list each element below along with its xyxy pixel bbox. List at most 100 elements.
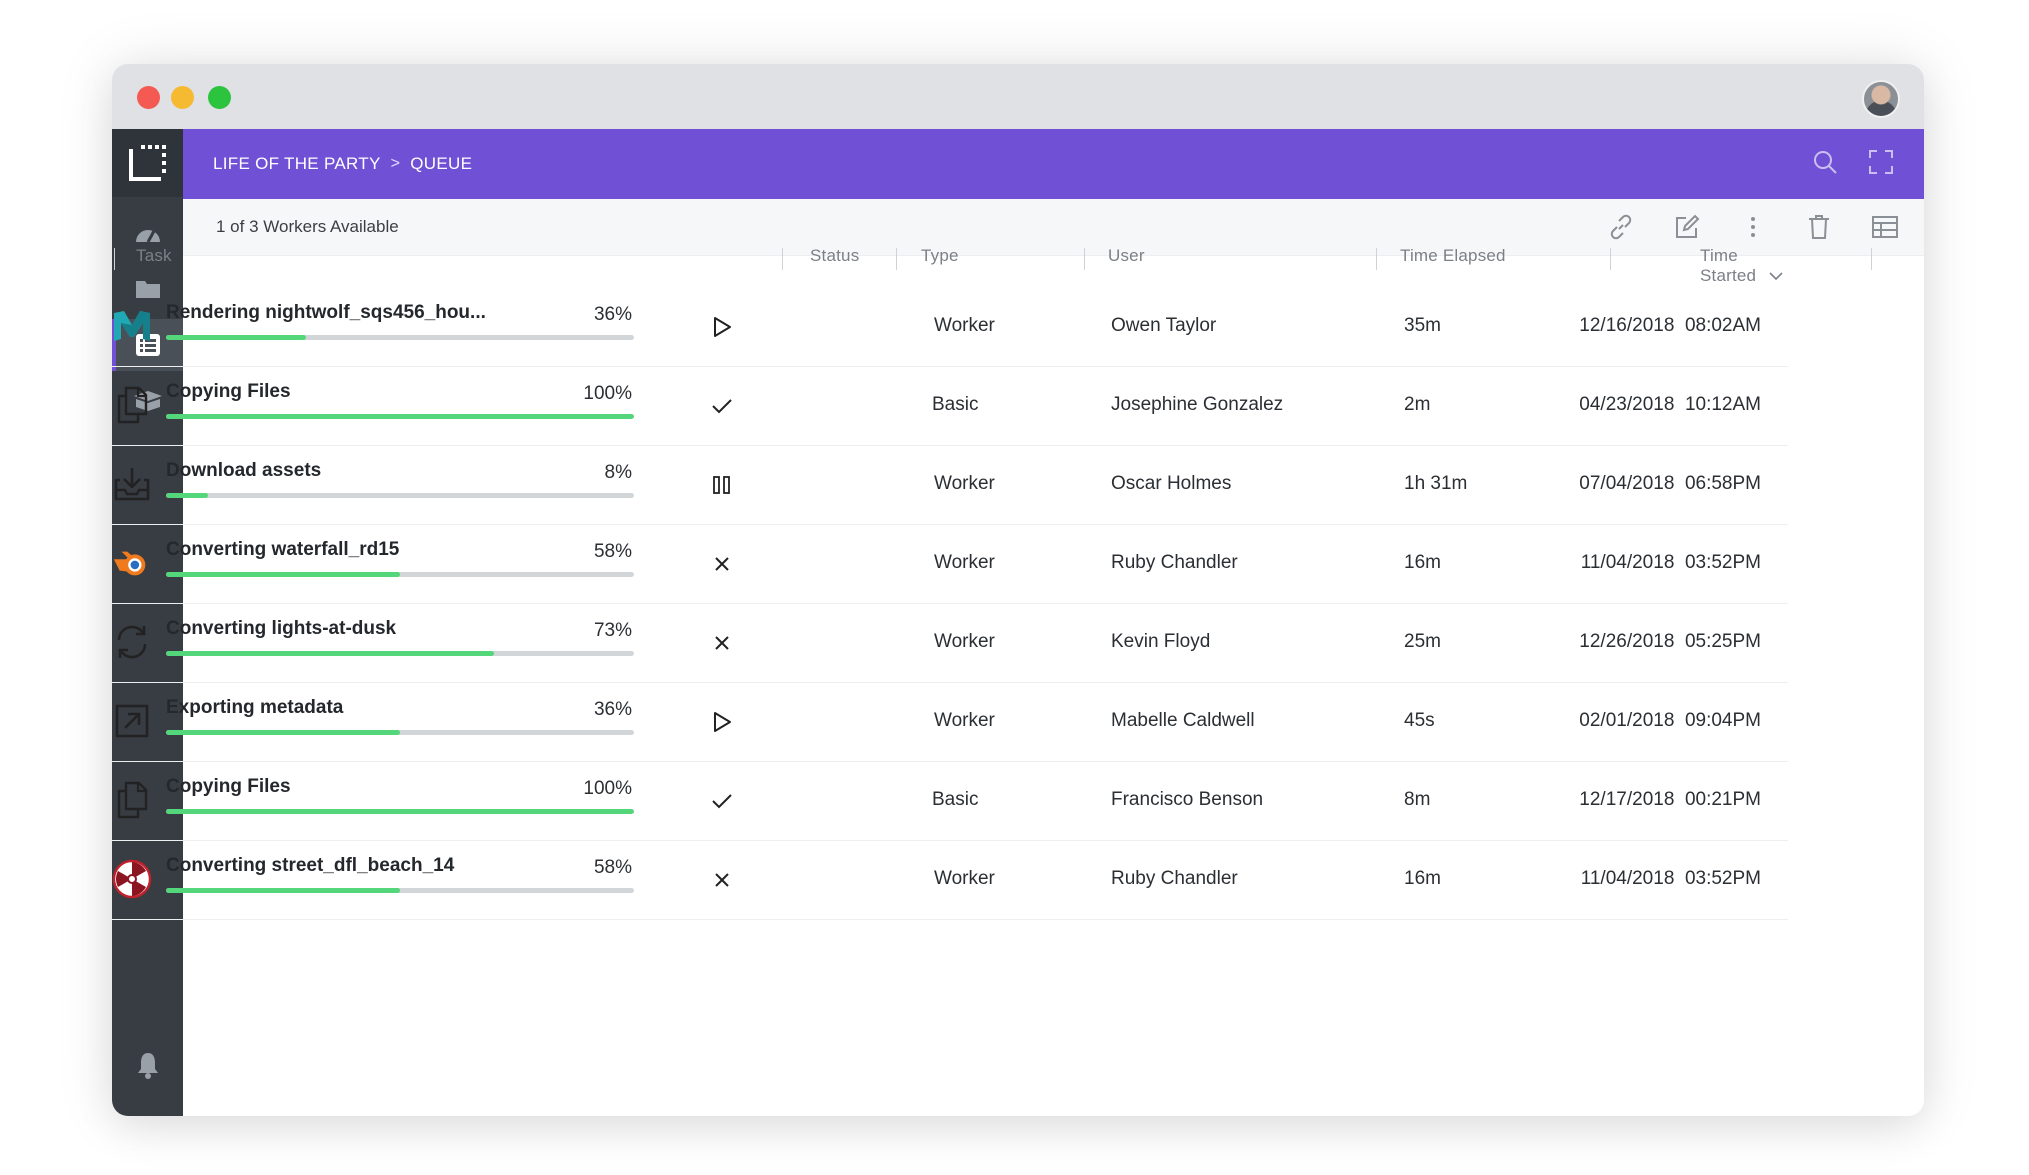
column-header-user[interactable]: User [1108, 246, 1145, 265]
task-name: Rendering nightwolf_sqs456_hou... [166, 302, 486, 323]
task-user: Ruby Chandler [1111, 552, 1238, 573]
time-started-label: Time Started [1700, 246, 1757, 285]
task-progress-bar [166, 730, 634, 735]
task-name: Download assets [166, 460, 322, 481]
table-row[interactable]: Exporting metadata 36% Worker Mabelle Caldw… [112, 683, 1788, 762]
task-progress-percent: 100% [583, 778, 632, 799]
status-play-icon[interactable] [707, 709, 737, 735]
table-row[interactable]: Converting waterfall_rd15 58% Worker Ruby C… [112, 525, 1788, 604]
task-time-elapsed: 25m [1404, 631, 1441, 652]
task-user: Owen Taylor [1111, 315, 1217, 336]
notifications-bell-icon[interactable] [112, 1043, 183, 1087]
task-progress-fill [166, 809, 634, 814]
task-progress-fill [166, 493, 209, 498]
task-type: Worker [934, 868, 995, 889]
status-x-icon[interactable] [707, 867, 737, 893]
table-row[interactable]: Rendering nightwolf_sqs456_hou... 36% Work… [112, 288, 1788, 367]
task-progress-fill [166, 414, 634, 419]
column-header-type[interactable]: Type [921, 246, 959, 265]
link-icon[interactable] [1606, 212, 1636, 242]
app-window: LIFE OF THE PARTY > QUEUE 1 of 3 Workers… [112, 64, 1924, 1116]
table-header: Task Status Type User Time Elapsed Time … [112, 230, 1872, 288]
close-window-button[interactable] [137, 86, 160, 109]
task-progress-bar [166, 414, 634, 419]
workers-available-text: 1 of 3 Workers Available [216, 217, 399, 236]
task-time-started: 04/23/2018 10:12AM [1579, 394, 1761, 415]
package-box-icon[interactable] [112, 379, 183, 423]
task-type: Worker [934, 552, 995, 573]
download-tray-icon [112, 464, 152, 504]
task-name: Converting street_dfl_beach_14 [166, 855, 455, 876]
breadcrumb-project-link[interactable]: LIFE OF THE PARTY [213, 154, 381, 173]
aperture-icon [112, 859, 152, 899]
task-time-started: 12/26/2018 05:25PM [1579, 631, 1761, 652]
column-header-status[interactable]: Status [810, 246, 860, 265]
profile-user-icon[interactable] [112, 1109, 183, 1116]
maya-m-icon [112, 306, 152, 346]
column-header-time-elapsed[interactable]: Time Elapsed [1400, 246, 1506, 265]
chevron-right-icon: > [390, 155, 401, 172]
folder-icon[interactable] [112, 267, 183, 311]
copy-files-icon [112, 780, 152, 820]
title-bar [112, 64, 1924, 129]
task-time-elapsed: 35m [1404, 315, 1441, 336]
task-time-elapsed: 2m [1404, 394, 1431, 415]
task-user: Oscar Holmes [1111, 473, 1232, 494]
dashboard-icon[interactable] [112, 212, 183, 256]
task-time-elapsed: 45s [1404, 710, 1435, 731]
task-progress-bar [166, 493, 634, 498]
user-avatar[interactable] [1862, 80, 1900, 118]
table-row[interactable]: Copying Files 100% Basic Francisco Benson 8m… [112, 762, 1788, 841]
task-time-started: 11/04/2018 03:52PM [1580, 552, 1761, 573]
edit-icon[interactable] [1672, 212, 1702, 242]
status-check-icon[interactable] [707, 393, 737, 419]
task-progress-bar [166, 572, 634, 577]
sidebar [112, 129, 183, 1116]
minimize-window-button[interactable] [171, 86, 194, 109]
column-header-time-started[interactable]: Time Started [1700, 246, 1788, 286]
queue-toolbar [1606, 199, 1900, 255]
table-row[interactable]: Copying Files 100% Basic Josephine Gonzalez… [112, 367, 1788, 446]
trash-icon[interactable] [1804, 212, 1834, 242]
task-progress-percent: 8% [604, 462, 632, 483]
task-time-started: 02/01/2018 09:04PM [1579, 710, 1761, 731]
table-view-icon[interactable] [1870, 212, 1900, 242]
sort-chevron-down-icon [1769, 272, 1783, 281]
table-row[interactable]: Converting street_dfl_beach_14 58% Worker R… [112, 841, 1788, 920]
task-time-started: 12/17/2018 00:21PM [1579, 789, 1761, 810]
queue-table: Task Status Type User Time Elapsed Time … [112, 230, 1872, 920]
table-row[interactable]: Download assets 8% Worker Oscar Holmes 1h 31… [112, 446, 1788, 525]
status-x-icon[interactable] [707, 630, 737, 656]
app-logo-icon[interactable] [112, 129, 183, 197]
sync-icon [112, 622, 152, 662]
task-progress-fill [166, 335, 307, 340]
maximize-window-button[interactable] [208, 86, 231, 109]
column-header-task[interactable]: Task [136, 246, 172, 265]
task-progress-percent: 58% [593, 541, 632, 562]
task-name: Exporting metadata [166, 697, 344, 718]
table-body: Rendering nightwolf_sqs456_hou... 36% Work… [112, 288, 1788, 920]
task-progress-fill [166, 888, 400, 893]
table-row[interactable]: Converting lights-at-dusk 73% Worker Kevin … [112, 604, 1788, 683]
status-play-icon[interactable] [707, 314, 737, 340]
task-name: Converting lights-at-dusk [166, 618, 397, 639]
task-time-started: 11/04/2018 03:52PM [1580, 868, 1761, 889]
task-progress-percent: 100% [583, 383, 632, 404]
more-vertical-icon[interactable] [1738, 212, 1768, 242]
status-check-icon[interactable] [707, 788, 737, 814]
task-progress-percent: 58% [593, 857, 632, 878]
status-pause-icon[interactable] [707, 472, 737, 498]
task-time-elapsed: 8m [1404, 789, 1431, 810]
task-progress-fill [166, 651, 494, 656]
queue-subbar: 1 of 3 Workers Available [183, 199, 1924, 256]
task-progress-fill [166, 572, 400, 577]
search-icon[interactable] [1812, 149, 1838, 180]
task-user: Mabelle Caldwell [1111, 710, 1255, 731]
task-time-elapsed: 16m [1404, 552, 1441, 573]
task-user: Josephine Gonzalez [1111, 394, 1284, 415]
task-progress-percent: 73% [593, 620, 632, 641]
task-progress-percent: 36% [593, 699, 632, 720]
blender-icon [112, 543, 152, 583]
status-x-icon[interactable] [707, 551, 737, 577]
fullscreen-icon[interactable] [1868, 149, 1894, 180]
